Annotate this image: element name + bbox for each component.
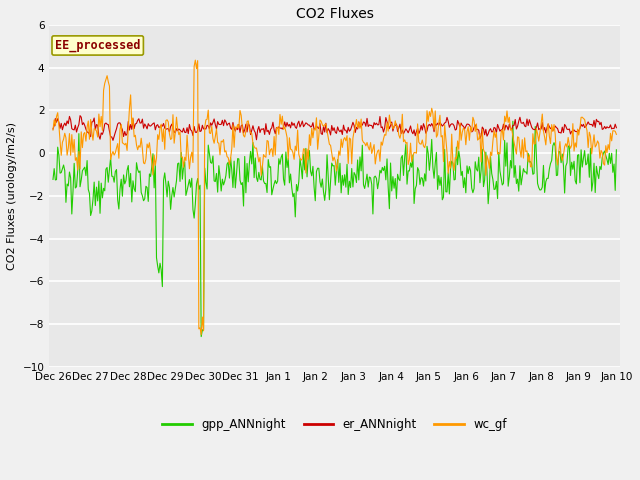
er_ANNnight <box>563 126 571 132</box>
gpp_ANNnight <box>612 147 620 153</box>
gpp_ANNnight <box>563 160 571 166</box>
gpp_ANNnight <box>288 185 296 191</box>
wc_gf <box>465 137 473 143</box>
wc_gf <box>367 140 374 145</box>
wc_gf <box>227 156 234 161</box>
er_ANNnight <box>612 125 620 131</box>
Text: EE_processed: EE_processed <box>55 39 140 52</box>
gpp_ANNnight <box>197 334 205 339</box>
gpp_ANNnight <box>365 174 373 180</box>
gpp_ANNnight <box>49 177 57 182</box>
gpp_ANNnight <box>392 195 400 201</box>
wc_gf <box>612 132 620 137</box>
Title: CO2 Fluxes: CO2 Fluxes <box>296 7 374 21</box>
er_ANNnight <box>109 137 117 143</box>
wc_gf <box>563 144 571 150</box>
er_ANNnight <box>394 129 401 134</box>
gpp_ANNnight <box>225 175 233 181</box>
Line: gpp_ANNnight: gpp_ANNnight <box>53 121 616 336</box>
wc_gf <box>289 150 297 156</box>
Y-axis label: CO2 Fluxes (urology/m2/s): CO2 Fluxes (urology/m2/s) <box>7 122 17 270</box>
Line: wc_gf: wc_gf <box>53 60 616 335</box>
er_ANNnight <box>367 122 374 128</box>
er_ANNnight <box>465 122 473 128</box>
Legend: gpp_ANNnight, er_ANNnight, wc_gf: gpp_ANNnight, er_ANNnight, wc_gf <box>157 414 511 436</box>
gpp_ANNnight <box>509 119 516 124</box>
wc_gf <box>49 127 57 133</box>
er_ANNnight <box>227 125 234 131</box>
Line: er_ANNnight: er_ANNnight <box>53 116 616 140</box>
er_ANNnight <box>76 113 84 119</box>
gpp_ANNnight <box>465 171 472 177</box>
wc_gf <box>191 57 199 63</box>
er_ANNnight <box>289 122 297 128</box>
wc_gf <box>394 123 401 129</box>
er_ANNnight <box>49 126 57 132</box>
wc_gf <box>197 332 205 337</box>
